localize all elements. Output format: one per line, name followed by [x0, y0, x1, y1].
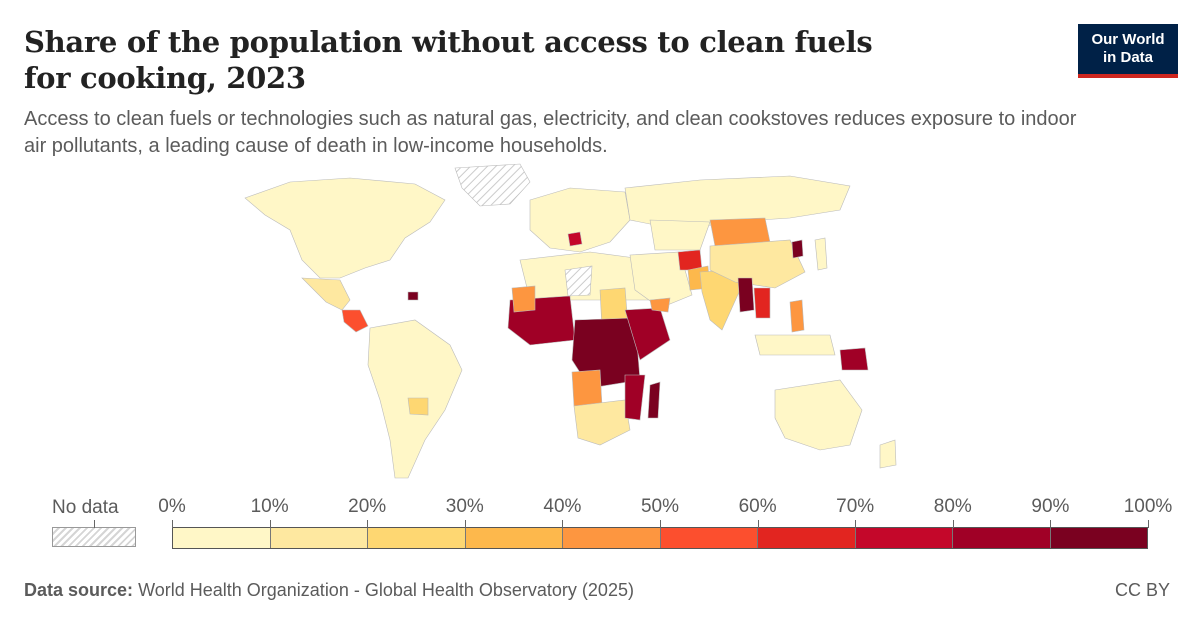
legend-tick-label: 50% [640, 496, 680, 517]
legend-tick-label: 100% [1123, 496, 1173, 517]
legend-swatch[interactable] [660, 528, 758, 548]
region-central-asia [649, 219, 711, 251]
region-madagascar [647, 381, 661, 419]
region-paraguay [407, 397, 429, 416]
legend-tick-label: 20% [348, 496, 387, 517]
region-middle-east [629, 251, 693, 309]
legend-tick-mark [1050, 520, 1052, 528]
legend-tick-mark [367, 520, 369, 528]
legend-swatch[interactable] [368, 528, 466, 548]
legend-tick-mark [855, 520, 857, 528]
data-source: Data source: World Health Organization -… [24, 580, 634, 601]
region-haiti [407, 291, 419, 301]
legend-swatch[interactable] [758, 528, 856, 548]
legend-swatch[interactable] [173, 528, 271, 548]
region-australia [774, 379, 863, 451]
legend-tick-mark [952, 520, 954, 528]
legend-tick-mark [269, 520, 271, 528]
region-mongolia [709, 217, 771, 247]
owid-logo[interactable]: Our World in Data [1078, 24, 1178, 78]
color-legend[interactable] [172, 527, 1148, 549]
legend-tick-label: 70% [836, 496, 875, 517]
license-label[interactable]: CC BY [1114, 580, 1170, 600]
legend-swatch[interactable] [855, 528, 953, 548]
legend-tick-mark [172, 520, 173, 528]
region-central-america [341, 309, 369, 333]
legend-tick-label: 60% [738, 496, 777, 517]
region-north-korea [791, 239, 804, 259]
no-data-swatch [52, 527, 136, 547]
region-greenland [454, 163, 531, 207]
no-data-label: No data [52, 497, 119, 518]
legend-swatch[interactable] [563, 528, 661, 548]
chart-subtitle: Access to clean fuels or technologies su… [24, 108, 1077, 157]
region-yemen [649, 297, 671, 313]
legend-tick-label: 80% [933, 496, 972, 517]
region-afghanistan [677, 249, 703, 271]
legend-tick-mark [660, 520, 661, 528]
region-balkans [567, 231, 583, 247]
region-mexico [301, 277, 351, 311]
chart-title: Share of the population without access t… [24, 25, 873, 95]
logo-line-1: Our World [1091, 31, 1165, 48]
region-new-zealand [879, 439, 897, 469]
region-laos-cambodia [753, 287, 771, 319]
legend-tick-mark [562, 520, 564, 528]
legend-swatch[interactable] [1050, 528, 1147, 548]
region-angola [571, 369, 603, 407]
region-philippines [789, 299, 805, 333]
region-indonesia [754, 334, 836, 356]
logo-line-2: in Data [1102, 49, 1153, 66]
data-source-text[interactable]: World Health Organization - Global Healt… [138, 580, 634, 600]
legend-tick-label: 0% [158, 496, 186, 517]
data-source-label: Data source: [24, 580, 134, 600]
region-east-africa [624, 307, 671, 361]
legend-tick-label: 10% [250, 496, 289, 517]
region-western-sahara [564, 265, 593, 297]
legend-tick-label: 30% [445, 496, 484, 517]
legend-tick-mark [464, 520, 466, 528]
legend-tick-mark [1148, 520, 1149, 528]
region-mauritania [511, 285, 536, 313]
region-southern-africa [573, 399, 631, 446]
world-map[interactable] [230, 160, 990, 490]
legend-tick-label: 40% [543, 496, 582, 517]
region-mozambique [624, 374, 646, 421]
no-data-tick [94, 520, 95, 528]
region-papua-new-guinea [839, 347, 869, 371]
region-myanmar [737, 277, 755, 313]
region-japan [814, 237, 828, 271]
legend-tick-label: 90% [1031, 496, 1070, 517]
legend-swatch[interactable] [953, 528, 1051, 548]
region-north-america [244, 177, 446, 279]
legend-tick-mark [757, 520, 759, 528]
legend-swatch[interactable] [465, 528, 563, 548]
legend-swatch[interactable] [270, 528, 368, 548]
region-europe [529, 187, 631, 253]
region-china [709, 239, 806, 289]
